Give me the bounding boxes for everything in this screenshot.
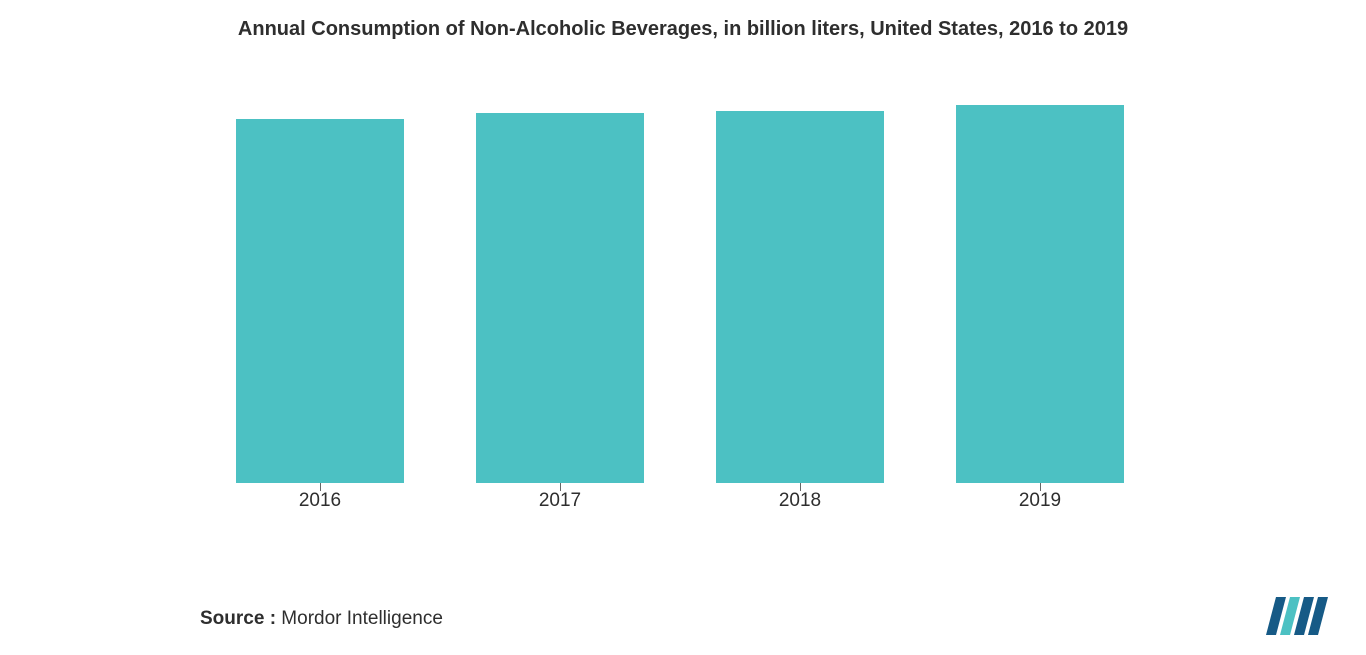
x-axis-labels: 2016 2017 2018 2019 [200, 490, 1160, 512]
bar-slot [920, 88, 1160, 483]
source-label: Source : [200, 608, 276, 629]
source-text: Mordor Intelligence [276, 608, 443, 629]
mordor-intelligence-logo-icon [1266, 597, 1328, 635]
x-tick [800, 483, 801, 491]
source-line: Source : Mordor Intelligence [200, 608, 443, 630]
bar-2019 [956, 105, 1124, 483]
bar-2017 [476, 113, 644, 483]
chart-title: Annual Consumption of Non-Alcoholic Beve… [0, 18, 1366, 41]
bar-plot-area [200, 88, 1160, 483]
bar-slot [680, 88, 920, 483]
x-label: 2016 [200, 490, 440, 512]
bar-slot [200, 88, 440, 483]
x-tick [1040, 483, 1041, 491]
bar-2018 [716, 111, 884, 483]
x-label: 2019 [920, 490, 1160, 512]
x-tick [560, 483, 561, 491]
x-label: 2017 [440, 490, 680, 512]
bar-2016 [236, 119, 404, 483]
bar-slot [440, 88, 680, 483]
chart-container: Annual Consumption of Non-Alcoholic Beve… [0, 0, 1366, 655]
x-tick [320, 483, 321, 491]
x-label: 2018 [680, 490, 920, 512]
